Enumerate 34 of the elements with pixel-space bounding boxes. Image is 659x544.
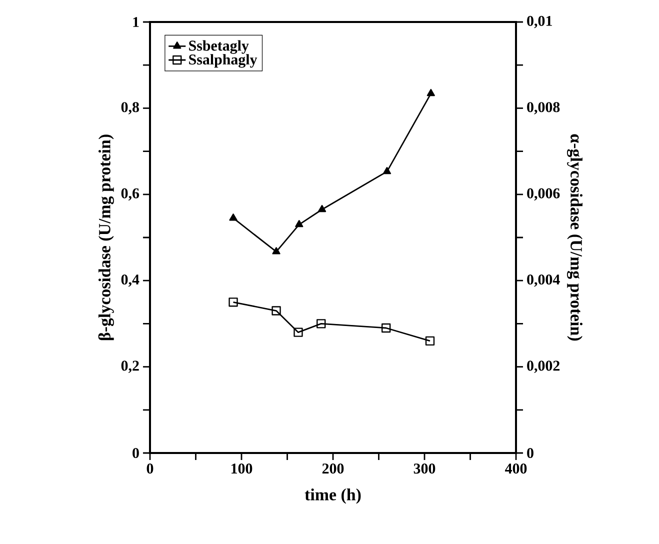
point xyxy=(382,166,392,174)
y-tick-label: 0,4 xyxy=(121,274,140,287)
y2-axis-title: α-glycosidase (U/mg protein) xyxy=(566,134,582,341)
point xyxy=(294,328,303,337)
point xyxy=(318,204,326,212)
point xyxy=(425,336,435,346)
y2-tick-label: 0,006 xyxy=(527,188,560,201)
y-tick-label: 0 xyxy=(132,448,139,458)
y-tick-label: 0,6 xyxy=(121,188,140,201)
x-tick-label: 0 xyxy=(146,464,154,474)
x-tick-label: 200 xyxy=(322,464,344,474)
point xyxy=(316,319,326,328)
legend-label: Ssalphagly xyxy=(189,54,258,68)
point xyxy=(295,220,304,228)
y-tick-label: 1 xyxy=(133,17,139,27)
point xyxy=(381,323,391,333)
x-tick-label: 400 xyxy=(505,464,527,474)
y2-tick-label: 0,002 xyxy=(527,360,560,373)
y2-tick-label: 0,008 xyxy=(527,102,560,114)
y2-tick-label: 0,01 xyxy=(527,16,552,28)
legend-label: Ssbetagly xyxy=(189,40,249,54)
y-axis-title: β-glycosidase (U/mg protein) xyxy=(98,134,114,340)
point xyxy=(426,88,435,96)
y2-tick-label: 0 xyxy=(527,448,534,458)
y2-tick-label: 0,004 xyxy=(527,274,560,287)
y-tick-label: 0,8 xyxy=(121,102,139,114)
point xyxy=(228,298,238,307)
x-axis-title: time (h) xyxy=(304,488,361,504)
point xyxy=(272,306,281,316)
x-tick-label: 300 xyxy=(414,464,436,474)
point xyxy=(229,214,238,221)
x-tick-label: 100 xyxy=(231,464,252,474)
y-tick-label: 0,2 xyxy=(121,360,139,373)
point xyxy=(272,247,280,254)
